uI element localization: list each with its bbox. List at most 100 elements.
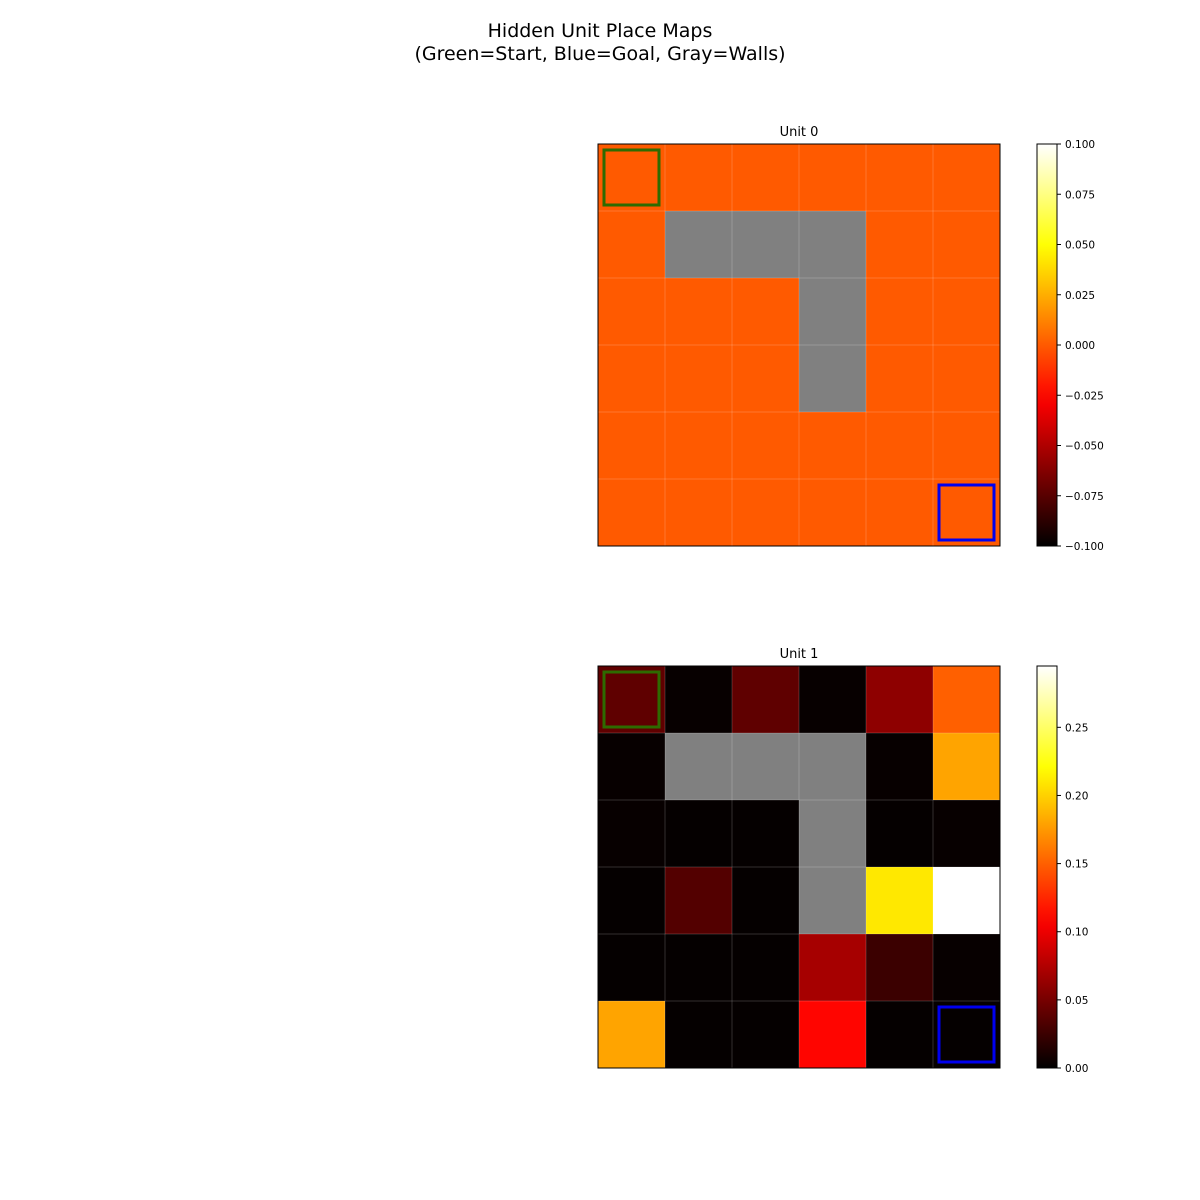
heatmap-cell	[732, 867, 800, 935]
start-marker	[602, 148, 661, 207]
colorbar-tick-label: 0.20	[1065, 790, 1088, 802]
heatmap-cell	[933, 345, 1001, 413]
heatmap-cell	[866, 144, 934, 212]
colorbar-tick-label: 0.100	[1065, 139, 1095, 151]
heatmap-cell	[933, 1001, 1001, 1069]
heatmap-cell	[598, 144, 666, 212]
heatmap-cell	[665, 934, 733, 1002]
figure-title-line2: (Green=Start, Blue=Goal, Gray=Walls)	[414, 43, 786, 65]
heatmap-cell	[866, 1001, 934, 1069]
heatmap-cell	[598, 867, 666, 935]
heatmap-cell	[665, 211, 733, 279]
heatmap-cell	[732, 345, 800, 413]
colorbar-tick-label: −0.050	[1065, 441, 1104, 453]
heatmap-cell	[665, 1001, 733, 1069]
heatmap-cell	[799, 144, 867, 212]
heatmap-cell	[732, 412, 800, 480]
heatmap-panel-0: Unit 0 0.100 0.075 0.050 0.025 0.000 −0.025 −0.…	[597, 125, 1104, 553]
heatmap-cell	[799, 867, 867, 935]
heatmap-cell	[732, 733, 800, 801]
heatmap-cell	[665, 412, 733, 480]
heatmap-cell	[799, 211, 867, 279]
heatmap-cell	[799, 1001, 867, 1069]
colorbar-tick-label: 0.25	[1065, 722, 1088, 734]
heatmap-cell	[732, 934, 800, 1002]
axes-frame	[597, 665, 1001, 1069]
heatmap-cell	[665, 345, 733, 413]
heatmap-cell	[933, 666, 1001, 734]
heatmap-cell	[598, 666, 666, 734]
heatmap-cell	[665, 144, 733, 212]
heatmap-cell	[665, 278, 733, 346]
heatmap-cell	[732, 278, 800, 346]
heatmap-cell	[799, 934, 867, 1002]
heatmap-cell	[665, 867, 733, 935]
heatmap-cell	[866, 867, 934, 935]
heatmap-cell	[598, 800, 666, 868]
heatmap-cell	[799, 800, 867, 868]
panel-title: Unit 1	[780, 647, 819, 662]
panel-title: Unit 0	[780, 125, 819, 140]
figure-title-line1: Hidden Unit Place Maps	[487, 20, 713, 42]
colorbar-tick-label: 0.025	[1065, 290, 1095, 302]
heatmap-cell	[866, 934, 934, 1002]
heatmap-cell	[933, 867, 1001, 935]
heatmap-cell	[799, 412, 867, 480]
heatmap-cell	[933, 800, 1001, 868]
heatmap-cell	[598, 412, 666, 480]
heatmap-cell	[665, 800, 733, 868]
heatmap-cell	[598, 211, 666, 279]
goal-marker	[937, 1005, 996, 1064]
colorbar	[1036, 143, 1058, 547]
heatmap-cell	[665, 479, 733, 547]
start-marker	[602, 670, 661, 729]
heatmap-cell	[799, 278, 867, 346]
heatmap-cell	[598, 934, 666, 1002]
heatmap-cell	[933, 211, 1001, 279]
heatmap-cell	[732, 1001, 800, 1069]
heatmap-cell	[732, 144, 800, 212]
colorbar-tick-label: −0.075	[1065, 491, 1104, 503]
heatmap-cell	[732, 211, 800, 279]
figure-title: Hidden Unit Place Maps (Green=Start, Blu…	[0, 20, 1200, 66]
colorbar-tick-label: 0.050	[1065, 240, 1095, 252]
colorbar	[1036, 665, 1058, 1069]
heatmap-cell	[665, 733, 733, 801]
colorbar-tick-label: −0.100	[1065, 541, 1104, 553]
heatmap-panel-1: Unit 1 0.25 0.20 0.15 0.10 0.05 0.00	[597, 647, 1088, 1075]
heatmap-cell	[799, 666, 867, 734]
heatmap-cell	[732, 800, 800, 868]
heatmap-cell	[866, 479, 934, 547]
colorbar-tick-label: −0.025	[1065, 390, 1104, 402]
colorbar-tick-label: 0.00	[1065, 1063, 1088, 1075]
colorbar-tick-label: 0.000	[1065, 340, 1095, 352]
axes-frame	[597, 143, 1001, 547]
colorbar-tick-label: 0.05	[1065, 995, 1088, 1007]
heatmap-cell	[866, 666, 934, 734]
heatmap-cell	[665, 666, 733, 734]
heatmap-cell	[799, 479, 867, 547]
heatmap-cell	[732, 666, 800, 734]
heatmap-cell	[799, 733, 867, 801]
colorbar-tick-label: 0.075	[1065, 189, 1095, 201]
heatmap-cell	[866, 278, 934, 346]
heatmap-cell	[598, 278, 666, 346]
heatmap-cell	[866, 800, 934, 868]
heatmap-cell	[866, 345, 934, 413]
heatmap-cell	[598, 479, 666, 547]
goal-marker	[937, 483, 996, 542]
heatmap-cell	[933, 733, 1001, 801]
colorbar-tick-label: 0.10	[1065, 927, 1088, 939]
heatmap-cell	[598, 733, 666, 801]
heatmap-cell	[866, 733, 934, 801]
heatmap-cell	[866, 412, 934, 480]
heatmap-cell	[598, 345, 666, 413]
heatmap-cell	[933, 934, 1001, 1002]
heatmap-cell	[933, 278, 1001, 346]
heatmap-cell	[732, 479, 800, 547]
heatmap-cell	[933, 144, 1001, 212]
heatmap-cell	[598, 1001, 666, 1069]
colorbar-tick-label: 0.15	[1065, 859, 1088, 871]
heatmap-cell	[933, 479, 1001, 547]
